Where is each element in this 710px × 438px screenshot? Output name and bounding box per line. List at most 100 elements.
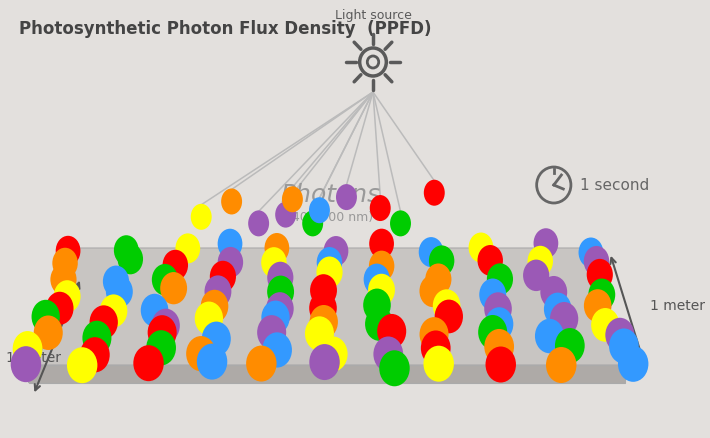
Ellipse shape bbox=[586, 259, 613, 290]
Ellipse shape bbox=[118, 244, 143, 274]
Ellipse shape bbox=[99, 294, 127, 327]
Ellipse shape bbox=[282, 186, 303, 212]
Polygon shape bbox=[28, 365, 625, 383]
Ellipse shape bbox=[146, 330, 176, 365]
Ellipse shape bbox=[202, 321, 231, 356]
Ellipse shape bbox=[544, 293, 572, 325]
Ellipse shape bbox=[435, 300, 463, 333]
Ellipse shape bbox=[46, 292, 74, 325]
Ellipse shape bbox=[528, 246, 553, 276]
Ellipse shape bbox=[425, 264, 452, 295]
Ellipse shape bbox=[487, 263, 513, 295]
Ellipse shape bbox=[390, 210, 411, 237]
Ellipse shape bbox=[469, 233, 493, 262]
Ellipse shape bbox=[579, 237, 604, 268]
Ellipse shape bbox=[310, 305, 338, 339]
Ellipse shape bbox=[11, 346, 41, 382]
Ellipse shape bbox=[246, 346, 277, 381]
Ellipse shape bbox=[265, 233, 289, 263]
Ellipse shape bbox=[606, 318, 634, 352]
Text: Photosynthetic Photon Flux Density  (PPFD): Photosynthetic Photon Flux Density (PPFD… bbox=[19, 20, 432, 38]
Ellipse shape bbox=[114, 235, 138, 265]
Ellipse shape bbox=[370, 195, 391, 221]
Ellipse shape bbox=[317, 257, 343, 288]
Ellipse shape bbox=[523, 260, 550, 291]
Ellipse shape bbox=[484, 292, 512, 325]
Ellipse shape bbox=[80, 337, 110, 372]
Ellipse shape bbox=[201, 290, 229, 323]
Text: Light source: Light source bbox=[334, 9, 411, 22]
Ellipse shape bbox=[546, 347, 577, 383]
Ellipse shape bbox=[31, 300, 60, 334]
Ellipse shape bbox=[478, 245, 503, 276]
Ellipse shape bbox=[486, 346, 516, 382]
Ellipse shape bbox=[336, 184, 357, 210]
Ellipse shape bbox=[318, 336, 348, 372]
Ellipse shape bbox=[419, 237, 444, 267]
Ellipse shape bbox=[103, 265, 129, 297]
Text: 1 meter: 1 meter bbox=[6, 352, 61, 365]
Ellipse shape bbox=[141, 294, 168, 327]
Ellipse shape bbox=[218, 229, 242, 259]
Ellipse shape bbox=[262, 332, 292, 367]
Ellipse shape bbox=[377, 314, 406, 349]
Ellipse shape bbox=[369, 251, 394, 281]
Text: (400-700 nm): (400-700 nm) bbox=[287, 212, 373, 225]
Ellipse shape bbox=[309, 197, 330, 223]
Ellipse shape bbox=[89, 305, 118, 339]
Ellipse shape bbox=[53, 248, 78, 279]
Ellipse shape bbox=[368, 274, 395, 306]
Ellipse shape bbox=[421, 330, 451, 366]
Ellipse shape bbox=[591, 308, 619, 342]
Ellipse shape bbox=[106, 276, 133, 308]
Ellipse shape bbox=[275, 201, 296, 228]
Ellipse shape bbox=[317, 247, 342, 278]
Ellipse shape bbox=[584, 246, 609, 277]
Ellipse shape bbox=[364, 264, 390, 295]
Ellipse shape bbox=[484, 329, 514, 364]
Ellipse shape bbox=[148, 315, 177, 350]
Ellipse shape bbox=[221, 188, 242, 215]
Ellipse shape bbox=[433, 289, 460, 322]
Ellipse shape bbox=[210, 261, 236, 292]
Ellipse shape bbox=[365, 307, 393, 341]
Ellipse shape bbox=[305, 316, 334, 351]
Ellipse shape bbox=[540, 276, 567, 308]
Ellipse shape bbox=[618, 346, 648, 382]
Text: Photons: Photons bbox=[280, 183, 381, 207]
Ellipse shape bbox=[266, 292, 294, 325]
Text: 1 second: 1 second bbox=[580, 177, 650, 192]
Ellipse shape bbox=[310, 274, 337, 307]
Ellipse shape bbox=[420, 317, 449, 352]
Ellipse shape bbox=[485, 307, 513, 341]
Ellipse shape bbox=[34, 315, 62, 350]
Ellipse shape bbox=[13, 331, 43, 366]
Ellipse shape bbox=[589, 279, 616, 311]
Ellipse shape bbox=[478, 315, 507, 350]
Text: 1 meter: 1 meter bbox=[650, 300, 705, 314]
Ellipse shape bbox=[379, 350, 410, 386]
Ellipse shape bbox=[424, 180, 444, 206]
Ellipse shape bbox=[133, 345, 164, 381]
Ellipse shape bbox=[50, 264, 77, 295]
Ellipse shape bbox=[152, 264, 178, 295]
Ellipse shape bbox=[151, 309, 180, 343]
Ellipse shape bbox=[479, 279, 506, 311]
Ellipse shape bbox=[535, 319, 564, 353]
Ellipse shape bbox=[364, 289, 390, 321]
Ellipse shape bbox=[55, 236, 80, 266]
Ellipse shape bbox=[54, 280, 81, 312]
Ellipse shape bbox=[261, 300, 290, 334]
Ellipse shape bbox=[248, 210, 269, 237]
Ellipse shape bbox=[82, 321, 111, 355]
Ellipse shape bbox=[584, 289, 611, 322]
Ellipse shape bbox=[67, 347, 97, 383]
Ellipse shape bbox=[373, 336, 403, 372]
Ellipse shape bbox=[267, 262, 293, 293]
Ellipse shape bbox=[186, 336, 216, 371]
Ellipse shape bbox=[195, 301, 223, 336]
Ellipse shape bbox=[310, 344, 340, 380]
Ellipse shape bbox=[175, 233, 200, 263]
Ellipse shape bbox=[218, 247, 243, 278]
Ellipse shape bbox=[257, 315, 286, 350]
